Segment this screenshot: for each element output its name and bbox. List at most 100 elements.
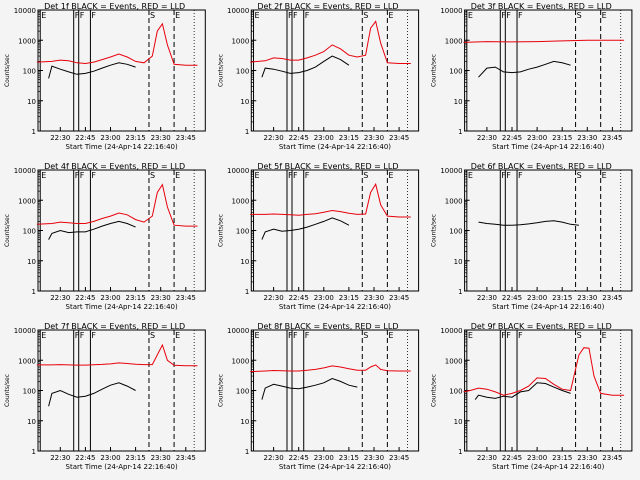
chart-title: Det 9f BLACK = Events, RED = LLD — [471, 322, 612, 331]
x-tick-label: 23:00 — [100, 454, 120, 462]
event-marker-label: E — [255, 171, 260, 180]
event-marker-label: F — [501, 171, 506, 180]
y-tick-label: 10 — [27, 98, 36, 106]
x-tick-label: 23:15 — [339, 134, 359, 142]
x-tick-label: 23:45 — [389, 294, 409, 302]
x-tick-label: 23:45 — [602, 454, 622, 462]
x-tick-label: 23:30 — [151, 134, 171, 142]
event-marker-label: S — [577, 331, 582, 340]
x-tick-label: 22:30 — [264, 454, 284, 462]
series-line — [261, 55, 350, 78]
chart-title: Det 5f BLACK = Events, RED = LLD — [257, 162, 398, 171]
chart-title: Det 3f BLACK = Events, RED = LLD — [471, 2, 612, 11]
chart-title: Det 1f BLACK = Events, RED = LLD — [44, 2, 185, 11]
y-tick-label: 100 — [23, 388, 36, 396]
y-tick-label: 10000 — [440, 327, 462, 335]
x-tick-label: 23:15 — [552, 454, 572, 462]
x-tick-label: 23:30 — [151, 294, 171, 302]
x-tick-label: 23:00 — [100, 294, 120, 302]
event-marker-label: E — [175, 171, 180, 180]
series-line — [36, 183, 198, 227]
x-tick-label: 23:45 — [176, 294, 196, 302]
x-tick-label: 22:30 — [477, 454, 497, 462]
plot-frame — [464, 169, 633, 292]
event-marker-label: F — [506, 11, 511, 20]
y-tick-label: 1 — [245, 128, 249, 136]
y-axis-label: Counts/sec — [217, 374, 224, 407]
x-tick-label: 22:45 — [289, 294, 309, 302]
y-tick-label: 10 — [454, 98, 463, 106]
y-tick-label: 1000 — [18, 37, 36, 45]
event-marker-label: F — [91, 171, 96, 180]
event-marker-label: E — [255, 331, 260, 340]
event-marker-label: F — [293, 171, 298, 180]
chart-title: Det 2f BLACK = Events, RED = LLD — [257, 2, 398, 11]
plot-frame — [37, 329, 206, 452]
event-marker-label: F — [518, 171, 523, 180]
chart-panel: Det 8f BLACK = Events, RED = LLD Counts/s… — [217, 322, 420, 471]
series-line — [250, 364, 411, 373]
event-marker-label: F — [305, 171, 310, 180]
event-marker-label: F — [293, 331, 298, 340]
x-tick-label: 23:45 — [602, 134, 622, 142]
event-marker-label: F — [506, 171, 511, 180]
event-marker-label: F — [91, 331, 96, 340]
series-line — [261, 217, 350, 240]
x-tick-label: 22:45 — [502, 134, 522, 142]
x-tick-label: 22:45 — [289, 454, 309, 462]
event-marker-label: S — [150, 11, 155, 20]
x-tick-label: 23:30 — [364, 294, 384, 302]
event-marker-label: E — [388, 171, 393, 180]
chart-panel: Det 3f BLACK = Events, RED = LLD Counts/s… — [431, 2, 633, 151]
event-marker-label: S — [577, 171, 582, 180]
series-line — [474, 382, 571, 400]
series-line — [250, 182, 411, 218]
plot-frame — [250, 9, 420, 132]
chart-panel: Det 1f BLACK = Events, RED = LLD Counts/s… — [4, 2, 206, 151]
x-tick-label: 23:00 — [527, 454, 547, 462]
y-tick-label: 10 — [240, 258, 249, 266]
chart-title: Det 6f BLACK = Events, RED = LLD — [471, 162, 612, 171]
x-axis-label: Start Time (24-Apr-14 22:16:40) — [279, 463, 391, 471]
x-tick-label: 23:15 — [552, 294, 572, 302]
y-tick-label: 100 — [23, 228, 36, 236]
x-tick-label: 23:30 — [151, 454, 171, 462]
x-tick-label: 22:45 — [289, 134, 309, 142]
y-tick-label: 1000 — [18, 357, 36, 365]
y-tick-label: 10000 — [227, 7, 249, 15]
y-tick-label: 100 — [449, 388, 462, 396]
x-tick-label: 23:30 — [364, 454, 384, 462]
y-tick-label: 10 — [240, 418, 249, 426]
y-tick-label: 1 — [32, 288, 36, 296]
x-axis-label: Start Time (24-Apr-14 22:16:40) — [279, 143, 391, 151]
x-tick-label: 22:30 — [50, 294, 70, 302]
event-marker-label: E — [468, 11, 473, 20]
y-tick-label: 1000 — [445, 37, 463, 45]
y-tick-label: 10000 — [227, 167, 249, 175]
chart-title: Det 4f BLACK = Events, RED = LLD — [44, 162, 185, 171]
event-marker-label: E — [41, 331, 46, 340]
event-marker-label: F — [288, 331, 293, 340]
event-marker-label: S — [150, 331, 155, 340]
y-axis-label: Counts/sec — [217, 54, 224, 87]
y-tick-label: 1000 — [231, 197, 249, 205]
x-tick-label: 23:45 — [602, 294, 622, 302]
plot-frame — [37, 169, 206, 292]
x-axis-label: Start Time (24-Apr-14 22:16:40) — [492, 143, 604, 151]
y-tick-label: 100 — [236, 68, 249, 76]
event-marker-label: F — [80, 11, 85, 20]
y-axis-label: Counts/sec — [4, 54, 11, 87]
x-tick-label: 23:45 — [389, 134, 409, 142]
x-tick-label: 22:45 — [75, 294, 95, 302]
x-tick-label: 23:45 — [176, 134, 196, 142]
x-tick-label: 22:30 — [264, 294, 284, 302]
event-marker-label: F — [518, 331, 523, 340]
event-marker-label: E — [41, 171, 46, 180]
y-tick-label: 100 — [449, 68, 462, 76]
y-tick-label: 1000 — [445, 357, 463, 365]
x-tick-label: 23:30 — [577, 134, 597, 142]
series-line — [463, 347, 625, 396]
x-tick-label: 22:45 — [75, 134, 95, 142]
event-marker-label: S — [150, 171, 155, 180]
event-marker-label: E — [255, 11, 260, 20]
